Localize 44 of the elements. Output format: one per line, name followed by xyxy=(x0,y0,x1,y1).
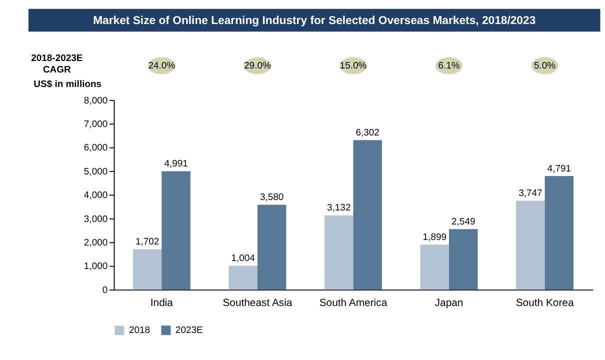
bar xyxy=(449,229,478,290)
x-tick-label: Japan xyxy=(434,298,464,310)
data-label: 1,702 xyxy=(135,236,160,248)
bar xyxy=(420,244,450,290)
y-tick-label: 1,000 xyxy=(84,261,108,272)
bar xyxy=(132,249,162,290)
data-label: 4,791 xyxy=(547,163,571,174)
data-label: 4,991 xyxy=(164,158,188,170)
y-tick-label: 5,000 xyxy=(84,166,108,178)
y-tick-label: 4,000 xyxy=(84,190,108,202)
text: 24.0% xyxy=(148,60,176,72)
y-tick-label: 2,000 xyxy=(84,237,108,248)
bar xyxy=(544,176,574,290)
data-label: 3,747 xyxy=(518,188,542,200)
bar xyxy=(162,171,190,290)
chart-title: Market Size of Online Learning Industry for Selected Overseas Markets, 2018/2023 xyxy=(93,15,536,28)
legend-label: 2018 xyxy=(128,325,150,336)
bar xyxy=(516,200,545,290)
bar xyxy=(228,266,258,290)
bar xyxy=(257,204,286,290)
y-tick-label: 3,000 xyxy=(84,214,108,225)
y-tick-label: 8,000 xyxy=(84,95,108,106)
bar xyxy=(353,140,382,290)
x-tick-label: South America xyxy=(319,298,388,310)
y-axis-title: US$ in millions xyxy=(34,79,102,90)
text: 6.1% xyxy=(438,60,460,72)
y-tick-label: 7,000 xyxy=(84,118,108,130)
data-label: 1,899 xyxy=(422,232,446,243)
text: 5.0% xyxy=(534,60,556,72)
data-label: 6,302 xyxy=(356,127,380,138)
text: 2018-2023E CAGR xyxy=(31,53,83,76)
text: 29.0% xyxy=(244,60,272,72)
x-tick-label: South Korea xyxy=(516,298,574,310)
y-tick-label: 6,000 xyxy=(84,142,108,154)
x-tick-label: Southeast Asia xyxy=(222,298,292,310)
data-label: 1,004 xyxy=(231,253,255,264)
y-tick-label: 0 xyxy=(102,284,108,296)
legend-label: 2023E xyxy=(175,325,203,336)
text: 15.0% xyxy=(340,60,368,72)
data-label: 2,549 xyxy=(452,216,476,228)
x-tick-label: India xyxy=(150,298,174,310)
data-label: 3,132 xyxy=(327,202,351,214)
data-label: 3,580 xyxy=(260,192,284,203)
bar xyxy=(324,215,354,290)
